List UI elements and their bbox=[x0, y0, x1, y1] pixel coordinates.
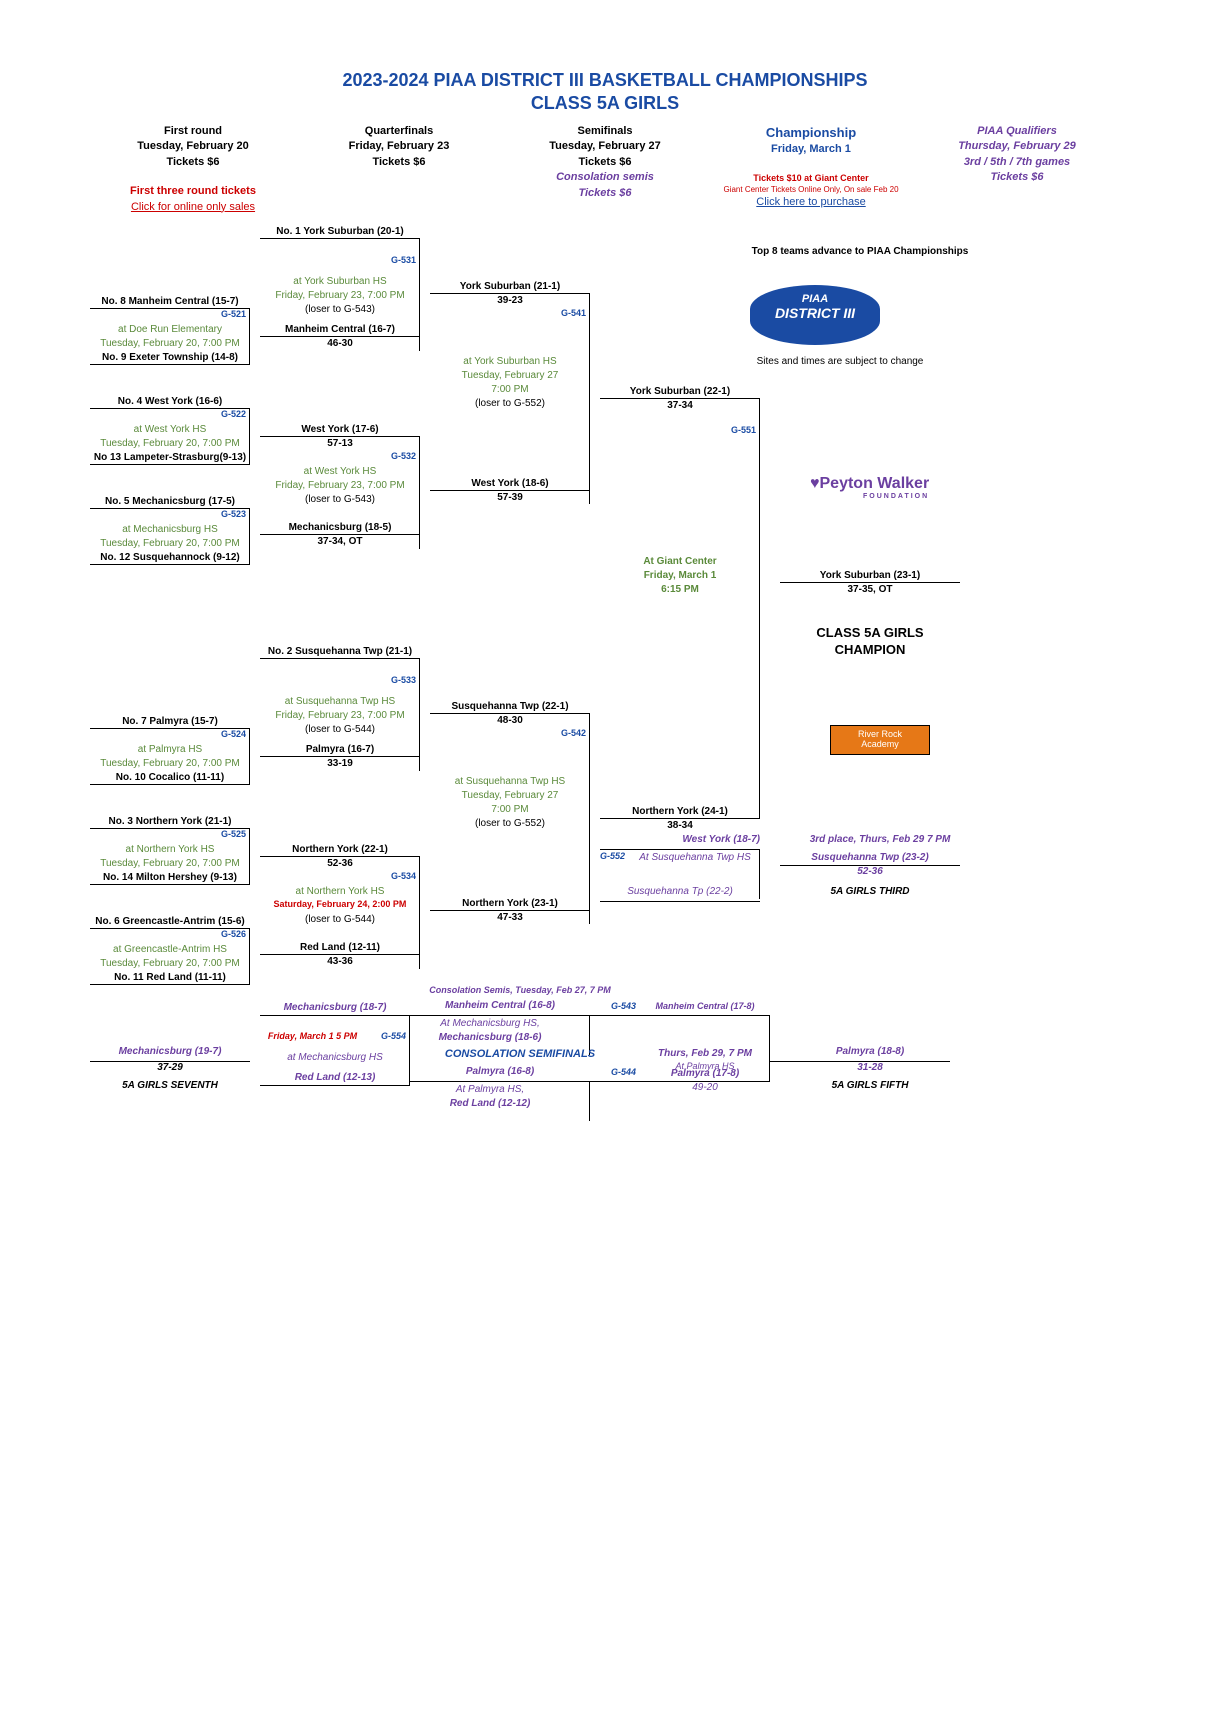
sf542-t1: Susquehanna Twp (22-1) bbox=[430, 700, 590, 714]
seed7: No. 7 Palmyra (15-7) bbox=[90, 715, 250, 729]
third-hdr: 3rd place, Thurs, Feb 29 7 PM bbox=[780, 833, 980, 846]
g543-w: Manheim Central (17-8) bbox=[640, 1001, 770, 1013]
seed9: No. 9 Exeter Township (14-8) bbox=[90, 351, 250, 365]
main-title: 2023-2024 PIAA DISTRICT III BASKETBALL C… bbox=[90, 70, 1120, 91]
consol-label: CONSOLATION SEMIFINALS bbox=[410, 1047, 630, 1061]
seed11: No. 11 Red Land (11-11) bbox=[90, 971, 250, 985]
g544-t1: Palmyra (16-8) bbox=[410, 1065, 590, 1078]
champion-team: York Suburban (23-1) bbox=[780, 569, 960, 583]
seed14: No. 14 Milton Hershey (9-13) bbox=[90, 871, 250, 885]
seventh-t2: Red Land (12-13) bbox=[260, 1071, 410, 1084]
third-label: 5A GIRLS THIRD bbox=[780, 885, 960, 898]
seed2: No. 2 Susquehanna Twp (21-1) bbox=[260, 645, 420, 659]
hdr-quarterfinals: Quarterfinals Friday, February 23 Ticket… bbox=[296, 124, 502, 215]
fifth-label: 5A GIRLS FIFTH bbox=[790, 1079, 950, 1092]
qf534-t1: Northern York (22-1) bbox=[260, 843, 420, 857]
third-t2: Susquehanna Twp (23-2) bbox=[780, 851, 960, 864]
sf541-t1: York Suburban (21-1) bbox=[430, 280, 590, 294]
third-loser: Susquehanna Tp (22-2) bbox=[600, 885, 760, 898]
seed1: No. 1 York Suburban (20-1) bbox=[260, 225, 420, 239]
seed13: No 13 Lampeter-Strasburg(9-13) bbox=[90, 451, 250, 465]
peyton-walker-logo: ♥Peyton Walker FOUNDATION bbox=[810, 475, 929, 500]
sub-title: CLASS 5A GIRLS bbox=[90, 93, 1120, 114]
sf541-t2: West York (18-6) bbox=[430, 477, 590, 491]
seed10: No. 10 Cocalico (11-11) bbox=[90, 771, 250, 785]
seed12: No. 12 Susquehannock (9-12) bbox=[90, 551, 250, 565]
seed8: No. 8 Manheim Central (15-7) bbox=[90, 295, 250, 309]
qf533-t2: Palmyra (16-7) bbox=[260, 743, 420, 757]
sf542-t2: Northern York (23-1) bbox=[430, 897, 590, 911]
seventh-dt: Friday, March 1 5 PM bbox=[260, 1031, 365, 1043]
seventh-w: Mechanicsburg (19-7) bbox=[90, 1045, 250, 1058]
hdr-championship: Championship Friday, March 1 Tickets $10… bbox=[708, 124, 914, 215]
qf532-t1: West York (17-6) bbox=[260, 423, 420, 437]
g544-t2: Red Land (12-12) bbox=[410, 1097, 570, 1110]
river-rock-logo: River Rock Academy bbox=[830, 725, 930, 755]
seed3: No. 3 Northern York (21-1) bbox=[90, 815, 250, 829]
bracket-container: Top 8 teams advance to PIAA Championship… bbox=[90, 225, 1120, 1305]
g543-t2: Mechanicsburg (18-6) bbox=[410, 1031, 570, 1044]
hdr-qualifiers: PIAA Qualifiers Thursday, February 29 3r… bbox=[914, 124, 1120, 215]
hdr-first-round: First round Tuesday, February 20 Tickets… bbox=[90, 124, 296, 215]
g554-code: G-554 bbox=[365, 1031, 410, 1043]
district-3-logo: PIAA DISTRICT III bbox=[750, 285, 880, 345]
subject-note: Sites and times are subject to change bbox=[710, 355, 970, 368]
qf532-t2: Mechanicsburg (18-5) bbox=[260, 521, 420, 535]
seed5: No. 5 Mechanicsburg (17-5) bbox=[90, 495, 250, 509]
third-t1: West York (18-7) bbox=[600, 833, 760, 846]
top8-note: Top 8 teams advance to PIAA Championship… bbox=[710, 245, 1010, 258]
champion-label: CLASS 5A GIRLS CHAMPION bbox=[780, 625, 960, 659]
g543-code: G-543 bbox=[590, 1001, 640, 1013]
final-t1: York Suburban (22-1) bbox=[600, 385, 760, 399]
seed6: No. 6 Greencastle-Antrim (15-6) bbox=[90, 915, 250, 929]
qf534-t2: Red Land (12-11) bbox=[260, 941, 420, 955]
hdr-semifinals: Semifinals Tuesday, February 27 Tickets … bbox=[502, 124, 708, 215]
final-t2: Northern York (24-1) bbox=[600, 805, 760, 819]
header-row: First round Tuesday, February 20 Tickets… bbox=[90, 124, 1120, 215]
g521-loc: at Doe Run Elementary bbox=[90, 323, 250, 336]
qf531-t2: Manheim Central (16-7) bbox=[260, 323, 420, 337]
seventh-label: 5A GIRLS SEVENTH bbox=[90, 1079, 250, 1092]
consol-hdr: Consolation Semis, Tuesday, Feb 27, 7 PM bbox=[410, 985, 630, 997]
fifth-team: Palmyra (18-8) bbox=[790, 1045, 950, 1058]
seventh-t1: Mechanicsburg (18-7) bbox=[260, 1001, 410, 1014]
g521-dt: Tuesday, February 20, 7:00 PM bbox=[90, 337, 250, 350]
seed4: No. 4 West York (16-6) bbox=[90, 395, 250, 409]
g543-t1: Manheim Central (16-8) bbox=[410, 999, 590, 1012]
